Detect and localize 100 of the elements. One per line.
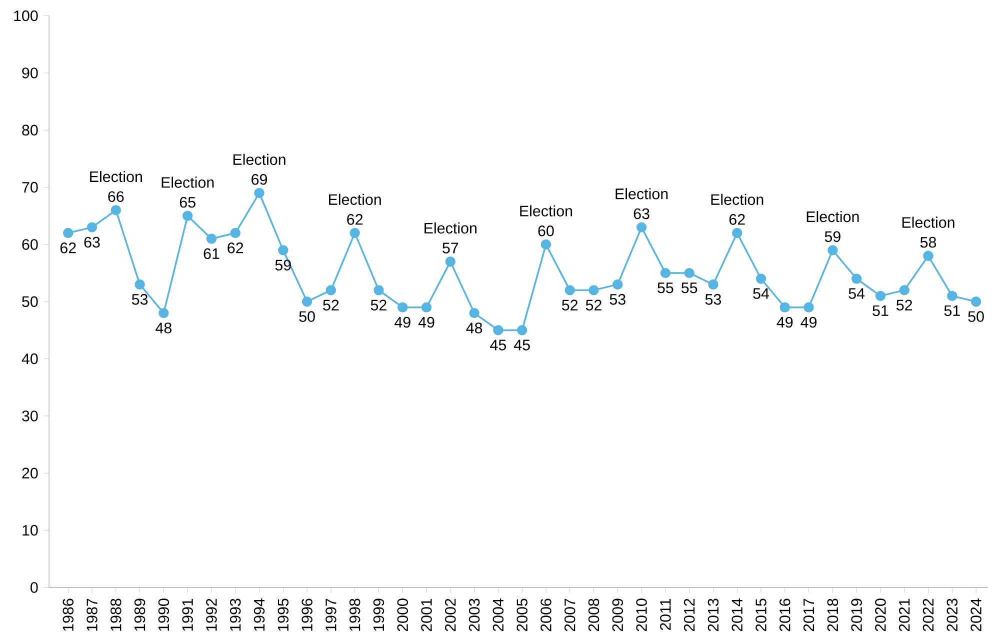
y-tick-label: 100	[14, 10, 38, 22]
data-label: 55	[681, 282, 698, 294]
point	[86, 222, 98, 232]
point	[254, 188, 264, 198]
x-tick-label: 1993	[230, 598, 241, 631]
point	[182, 210, 193, 221]
x-tick-label: 1988	[110, 598, 122, 631]
x-tick-label: 1989	[134, 598, 146, 631]
point	[588, 284, 599, 296]
x-tick-label: 1998	[349, 598, 360, 631]
point	[780, 302, 790, 312]
point	[708, 279, 718, 290]
point	[493, 324, 504, 336]
point	[947, 290, 958, 301]
data-label: 51	[872, 305, 888, 316]
x-tick-label: 2016	[780, 598, 790, 632]
annotation: Election	[329, 194, 381, 205]
x-tick-label: 1994	[254, 598, 265, 631]
y-tick-label: 70	[22, 182, 38, 193]
y-tick-label: 10	[22, 524, 38, 536]
data-label: 53	[705, 294, 721, 305]
point	[63, 228, 74, 238]
point	[828, 244, 838, 256]
x-tick-label: 1996	[302, 598, 312, 631]
x-tick-label: 2012	[684, 598, 695, 632]
data-label: 62	[347, 214, 363, 225]
point	[923, 250, 934, 261]
point	[804, 302, 814, 312]
data-label: 49	[418, 316, 434, 328]
x-tick-label: 2011	[660, 598, 671, 630]
x-tick-label: 2002	[445, 598, 456, 632]
data-label: 58	[920, 236, 936, 248]
data-label: 49	[776, 316, 793, 328]
data-label: 65	[180, 196, 196, 208]
y-tick-label: 40	[22, 353, 38, 364]
annotation: Election	[616, 188, 668, 200]
y-tick-label: 80	[22, 124, 38, 136]
data-label: 52	[586, 300, 602, 310]
data-label: 53	[132, 294, 148, 305]
y-tick-label: 20	[22, 468, 38, 478]
point	[158, 308, 169, 318]
point	[875, 290, 886, 301]
x-tick-label: 1986	[62, 598, 74, 631]
point	[851, 274, 862, 284]
point	[110, 204, 122, 216]
x-tick-label: 2000	[397, 598, 408, 632]
x-tick-label: 2010	[636, 598, 647, 632]
x-tick-label: 2018	[827, 598, 838, 632]
data-label: 48	[156, 322, 172, 334]
point	[398, 302, 408, 312]
y-tick-label: 30	[22, 410, 38, 422]
x-tick-label: 2019	[851, 598, 862, 632]
x-tick-label: 1999	[373, 598, 384, 631]
data-label: 61	[204, 248, 220, 259]
x-tick-label: 2005	[516, 598, 528, 632]
point	[134, 279, 145, 290]
data-label: 45	[514, 340, 530, 350]
data-label: 62	[60, 242, 76, 254]
data-label: 60	[538, 225, 554, 236]
x-tick-label: 2007	[564, 598, 576, 632]
x-tick-label: 2023	[946, 598, 958, 632]
point	[230, 228, 240, 238]
annotation: Election	[233, 154, 286, 165]
annotation: Election	[711, 194, 764, 205]
point	[516, 324, 528, 336]
point	[660, 268, 671, 278]
point	[684, 268, 694, 278]
point	[612, 279, 623, 290]
annotation: Election	[520, 205, 572, 216]
y-tick-label: 50	[22, 296, 38, 307]
data-label: 52	[896, 300, 912, 310]
x-tick-label: 2001	[421, 598, 432, 632]
data-label: 54	[848, 288, 865, 299]
data-label: 52	[370, 300, 386, 310]
data-label: 62	[228, 242, 244, 254]
point	[326, 284, 336, 296]
x-tick-label: 2022	[922, 598, 934, 632]
point	[206, 234, 217, 244]
point	[540, 239, 552, 250]
annotation: Election	[902, 216, 954, 228]
x-tick-label: 1991	[182, 598, 193, 631]
point	[302, 296, 312, 307]
x-tick-label: 2009	[612, 598, 624, 632]
point	[564, 284, 575, 296]
data-label: 53	[610, 294, 626, 305]
point	[899, 284, 910, 296]
point	[970, 296, 982, 307]
x-tick-label: 2006	[540, 598, 552, 632]
data-label: 52	[323, 300, 339, 310]
data-label: 52	[562, 300, 578, 310]
data-label: 69	[252, 174, 268, 185]
point	[374, 284, 384, 296]
point	[421, 302, 432, 312]
x-tick-label: 2015	[756, 598, 766, 632]
data-label: 54	[753, 288, 770, 299]
x-tick-label: 2003	[468, 598, 480, 632]
data-label: 62	[729, 214, 745, 225]
x-tick-label: 2013	[708, 598, 719, 632]
x-tick-label: 2024	[970, 598, 982, 632]
x-tick-label: 2020	[875, 598, 886, 632]
